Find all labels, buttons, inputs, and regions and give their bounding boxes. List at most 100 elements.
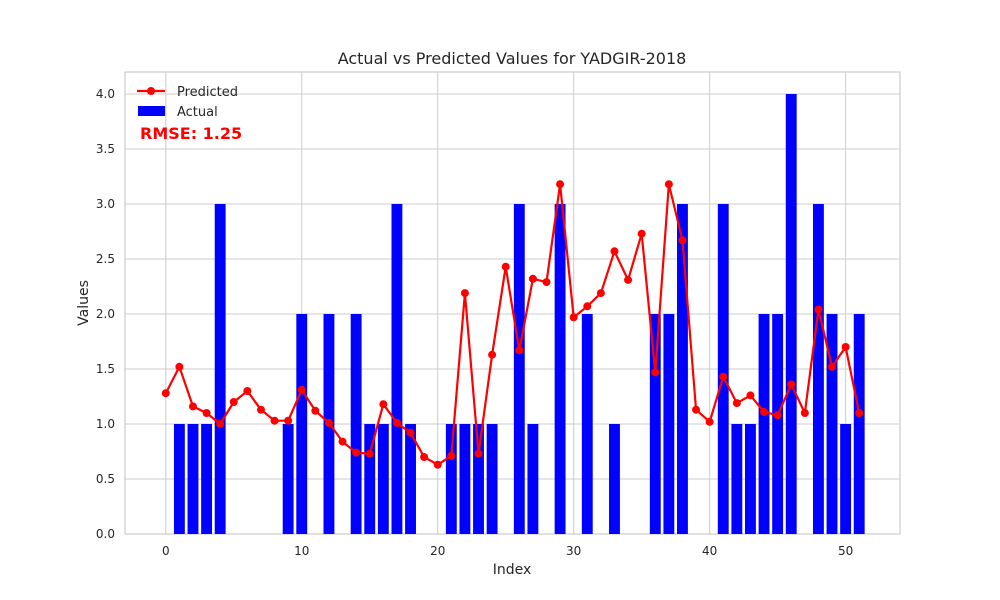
- legend-predicted-label: Predicted: [177, 85, 238, 100]
- predicted-point: [216, 420, 225, 428]
- actual-bar: [473, 424, 484, 534]
- predicted-point: [732, 399, 741, 408]
- actual-bar: [377, 424, 389, 534]
- actual-bar: [282, 424, 294, 534]
- x-tick-label: 40: [702, 544, 717, 558]
- actual-bar: [350, 314, 362, 534]
- actual-bar: [677, 204, 688, 534]
- predicted-point: [474, 449, 483, 458]
- predicted-point: [175, 362, 184, 371]
- actual-bar: [405, 424, 416, 534]
- actual-bar: [772, 314, 784, 534]
- actual-bar: [187, 424, 199, 534]
- x-axis-ticks: 0 10 20 30 40 50: [162, 544, 853, 558]
- actual-bar: [745, 424, 756, 534]
- actual-bar: [445, 424, 457, 534]
- grid-lines: [125, 72, 900, 535]
- y-tick-label: 2.0: [96, 307, 115, 321]
- actual-bar: [527, 424, 539, 534]
- y-tick-label: 4.0: [96, 87, 115, 101]
- y-tick-label: 3.5: [96, 142, 115, 156]
- predicted-point: [664, 180, 673, 189]
- predicted-point: [256, 405, 265, 414]
- predicted-point: [841, 343, 850, 351]
- y-tick-label: 1.0: [96, 417, 115, 431]
- predicted-point: [719, 372, 728, 381]
- actual-bar: [812, 204, 824, 534]
- y-tick-label: 2.5: [96, 252, 115, 266]
- actual-bar: [853, 314, 865, 534]
- predicted-point: [392, 418, 401, 427]
- predicted-point: [338, 437, 347, 446]
- legend-actual-swatch: [138, 106, 165, 116]
- actual-bar: [391, 204, 403, 534]
- predicted-point: [188, 402, 197, 411]
- predicted-line: [164, 183, 861, 466]
- predicted-point: [556, 180, 565, 189]
- predicted-point: [814, 305, 823, 314]
- predicted-point: [542, 278, 551, 287]
- legend: Predicted Actual: [137, 85, 238, 120]
- predicted-point: [624, 275, 633, 284]
- predicted-point: [800, 409, 809, 417]
- predicted-point: [488, 350, 497, 359]
- x-tick-label: 0: [162, 544, 170, 558]
- actual-bar: [609, 424, 620, 534]
- predicted-point: [202, 409, 211, 417]
- predicted-point: [433, 460, 442, 469]
- predicted-point: [528, 274, 537, 283]
- predicted-point: [651, 368, 660, 377]
- actual-bar: [826, 314, 838, 534]
- actual-bar: [758, 314, 770, 534]
- predicted-point: [420, 453, 429, 461]
- predicted-point: [365, 449, 374, 458]
- predicted-point: [637, 229, 646, 238]
- predicted-point: [515, 346, 524, 355]
- actual-bar: [364, 424, 376, 534]
- actual-bar: [663, 314, 675, 534]
- predicted-point: [828, 362, 837, 371]
- predicted-point: [787, 380, 796, 389]
- predicted-point: [270, 416, 279, 425]
- actual-bar: [296, 314, 308, 534]
- y-tick-label: 3.0: [96, 197, 115, 211]
- x-tick-label: 30: [566, 544, 581, 558]
- y-axis-label: Values: [76, 280, 92, 326]
- predicted-point: [773, 411, 782, 420]
- actual-bar: [785, 94, 797, 534]
- y-axis-ticks: 0.0 0.5 1.0 1.5 2.0 2.5 3.0 3.5 4.0: [96, 87, 115, 541]
- predicted-line-series: [161, 180, 864, 469]
- predicted-point: [569, 313, 578, 322]
- x-tick-label: 20: [430, 544, 445, 558]
- predicted-point: [460, 289, 469, 298]
- actual-bar: [717, 204, 729, 534]
- actual-bar: [731, 424, 743, 534]
- predicted-point: [161, 389, 170, 398]
- predicted-point: [297, 385, 306, 394]
- actual-bar: [649, 314, 661, 534]
- y-tick-label: 0.0: [96, 527, 115, 541]
- chart-title: Actual vs Predicted Values for YADGIR-20…: [338, 49, 687, 68]
- predicted-point: [324, 418, 333, 427]
- predicted-point: [229, 398, 238, 406]
- predicted-point: [284, 416, 293, 425]
- predicted-point: [583, 302, 592, 311]
- actual-bar: [513, 204, 525, 534]
- predicted-point: [352, 448, 361, 457]
- y-tick-label: 0.5: [96, 472, 115, 486]
- predicted-point: [379, 400, 388, 409]
- predicted-point: [501, 262, 510, 271]
- actual-bar: [173, 424, 185, 534]
- predicted-point: [692, 405, 701, 414]
- actual-bar: [554, 204, 566, 534]
- actual-bar: [581, 314, 593, 534]
- predicted-point: [746, 391, 755, 400]
- rmse-annotation: RMSE: 1.25: [140, 124, 242, 143]
- x-axis-label: Index: [493, 562, 532, 578]
- predicted-point: [705, 417, 714, 426]
- predicted-point: [447, 451, 456, 460]
- x-tick-label: 50: [838, 544, 853, 558]
- actual-bar: [201, 424, 213, 534]
- predicted-point: [760, 407, 769, 416]
